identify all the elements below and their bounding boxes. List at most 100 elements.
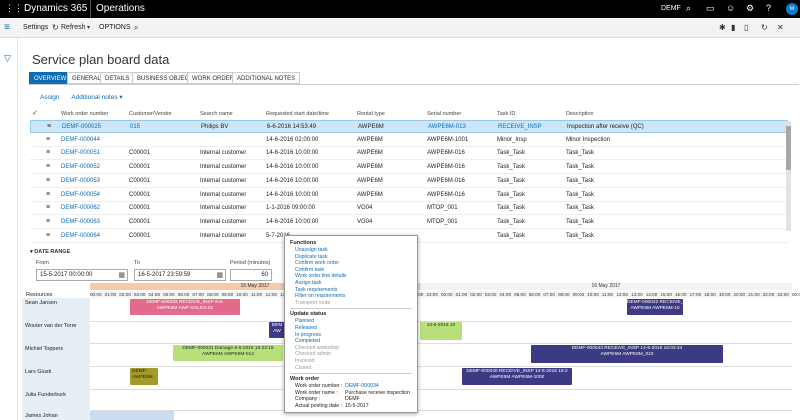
column-header[interactable]: Customer/Vendor (129, 111, 172, 117)
task-block[interactable]: DEMF-000031 Damage 8-6-2016 15:23:15 AWP… (173, 345, 283, 361)
resource-name[interactable]: James Johan (25, 413, 58, 419)
resource-name[interactable]: Sean Jansen (25, 300, 58, 306)
table-row[interactable]: ≡ DEMF-000054 C00001 Internal customer 14-6-… (30, 189, 788, 202)
status-menu-item[interactable]: Planned (295, 318, 315, 325)
column-header[interactable]: Serial number (427, 111, 462, 117)
additional-notes-button[interactable]: Additional notes (71, 94, 118, 101)
close-icon[interactable]: ✕ (777, 23, 784, 32)
row-menu-icon[interactable]: ≡ (46, 217, 51, 225)
help-icon[interactable]: ? (766, 3, 772, 13)
tab-details[interactable]: DETAILS (100, 72, 135, 84)
resource-name[interactable]: Wouter van der Torre (25, 323, 77, 329)
grid-scrollbar[interactable] (786, 121, 791, 231)
row-menu-icon[interactable]: ≡ (46, 190, 51, 198)
status-menu-item[interactable]: Released (295, 324, 317, 331)
calendar-icon[interactable]: ▦ (216, 272, 223, 279)
task-block[interactable]: DEM AW (269, 322, 285, 338)
company-picker[interactable]: DEMF (661, 5, 681, 12)
function-menu-item[interactable]: Assign task (295, 279, 322, 286)
chevron-down-icon[interactable]: ▾ (87, 25, 91, 31)
tab-additional-notes[interactable]: ADDITIONAL NOTES (232, 72, 301, 84)
table-row[interactable]: ≡ DEMF-000051 C00001 Internal customer 14-6-… (30, 147, 788, 161)
table-row[interactable]: ≡ DEMF-000063 C00001 Internal customer 14-6-… (30, 216, 788, 229)
task-block[interactable]: DEMF-000042 RECEIVE_ AWPE6M AWPE6M-10 (627, 299, 683, 315)
resource-name[interactable]: Michiel Toppers (25, 346, 64, 352)
date-range-heading[interactable]: ▾ DATE RANGE (30, 249, 71, 255)
smiley-icon[interactable]: ☺ (726, 3, 736, 13)
task-block[interactable]: DEMF-000033 RECEIVE_INSP 6-6- AWPE6M AWP… (130, 299, 240, 315)
row-menu-icon[interactable]: ≡ (46, 231, 51, 239)
to-date-input[interactable]: 16-5-2017 23:59:59 ▦ (134, 269, 226, 281)
brand-title[interactable]: Dynamics 365 (24, 3, 88, 14)
tab-work-order[interactable]: WORK ORDER (187, 72, 239, 84)
work-order-number-cell[interactable]: DEMF-000064 (61, 232, 101, 239)
work-order-number-cell[interactable]: DEMF-000063 (61, 218, 101, 225)
attachment-icon[interactable]: ▯ (744, 23, 749, 32)
row-menu-icon[interactable]: ≡ (46, 204, 51, 212)
work-order-number-cell[interactable]: DEMF-000025 (62, 124, 102, 130)
search-icon[interactable]: ⌕ (686, 3, 692, 13)
avatar[interactable]: M (786, 3, 798, 15)
table-row[interactable]: ≡ DEMF-000044 14-6-2016 02:00:00 AWPE6M AWPE… (30, 134, 788, 147)
task-block[interactable]: DEMF-000043 RECEIVE_INSP 14-6-2016 16:03… (531, 345, 723, 363)
reload-icon[interactable]: ↻ (761, 23, 768, 32)
task-block[interactable]: DEMF- AWPE6M (130, 368, 158, 385)
navigation-menu-icon[interactable]: ≡ (4, 22, 10, 33)
row-menu-icon[interactable]: ≡ (47, 123, 52, 130)
app-launcher-icon[interactable]: ⋮⋮ (5, 3, 23, 13)
tab-business-object[interactable]: BUSINESS OBJECT (132, 72, 198, 84)
table-row[interactable]: ≡ DEMF-000053 C00001 Internal customer 14-6-… (30, 175, 788, 188)
from-date-input[interactable]: 15-5-2017 00:00:00 ▦ (36, 269, 128, 281)
settings-button[interactable]: Settings (23, 24, 49, 31)
function-menu-item[interactable]: Confirm work order (295, 260, 340, 267)
function-menu-item[interactable]: Unassign task (295, 247, 328, 253)
table-row[interactable]: ≡ DEMF-000025 015 Philips BV 6-6-2016 14:53:… (30, 120, 788, 133)
table-row[interactable]: ≡ DEMF-000062 C00001 Internal customer 1-1-2… (30, 202, 788, 216)
column-header[interactable]: Description (566, 111, 594, 117)
status-menu-item[interactable]: In progress (295, 331, 321, 338)
calendar-icon[interactable]: ▦ (118, 272, 125, 279)
period-input[interactable]: 60 (230, 269, 272, 281)
table-row[interactable]: ≡ DEMF-000052 C00001 Internal customer 14-6-… (30, 161, 788, 175)
column-header[interactable]: Work order number (61, 111, 109, 117)
work-order-number-cell[interactable]: DEMF-000051 (61, 150, 101, 157)
work-order-number-cell[interactable]: DEMF-000044 (61, 136, 101, 143)
chevron-down-icon[interactable]: ▾ (119, 94, 123, 101)
function-menu-item[interactable]: Task requirements (295, 286, 338, 293)
module-title[interactable]: Operations (96, 3, 145, 14)
row-menu-icon[interactable]: ≡ (46, 163, 51, 171)
row-menu-icon[interactable]: ≡ (46, 135, 51, 143)
function-menu-item[interactable]: Work order line details (295, 273, 347, 280)
work-order-number-cell[interactable]: DEMF-000054 (61, 191, 101, 198)
field-value[interactable]: DEMF-000034 (345, 383, 379, 390)
work-order-number-cell[interactable]: DEMF-000052 (61, 164, 101, 171)
work-order-number-cell[interactable]: DEMF-000062 (61, 205, 101, 212)
task-block[interactable]: DEMF-000040 RECEIVE_INSP 14-6-2016 16:2 … (462, 368, 572, 385)
function-menu-item[interactable]: Duplicate task (295, 253, 328, 260)
puzzle-icon[interactable]: ✱ (719, 23, 726, 32)
column-header[interactable]: Requested start date/time (266, 111, 329, 117)
office-icon[interactable]: ▮ (731, 23, 736, 32)
task-block[interactable] (90, 411, 174, 420)
tab-overview[interactable]: OVERVIEW (29, 72, 72, 84)
work-order-number-cell[interactable]: DEMF-000053 (61, 177, 101, 184)
refresh-icon[interactable]: ↻ (52, 23, 59, 32)
search-icon[interactable]: ⌕ (134, 23, 139, 32)
function-menu-item[interactable]: Confirm task (295, 266, 325, 273)
row-menu-icon[interactable]: ≡ (46, 176, 51, 184)
resource-name[interactable]: Julia Funderburk (25, 392, 66, 398)
resource-name[interactable]: Lars Giusti (25, 369, 52, 375)
options-button[interactable]: OPTIONS (99, 24, 131, 31)
column-header[interactable]: Task ID (497, 111, 516, 117)
filter-icon[interactable]: ▽ (4, 53, 11, 63)
column-header[interactable]: Search name (200, 111, 233, 117)
row-menu-icon[interactable]: ≡ (46, 149, 51, 157)
gear-icon[interactable]: ⚙ (746, 3, 755, 13)
status-menu-item[interactable]: Completed (295, 338, 321, 345)
column-header[interactable]: Rental type (357, 111, 385, 117)
select-all-checkmark-icon[interactable]: ✓ (32, 110, 38, 117)
grid-scrollbar-thumb[interactable] (786, 126, 791, 170)
function-menu-item[interactable]: Filter on requirements (295, 293, 346, 300)
refresh-button[interactable]: Refresh (61, 24, 86, 31)
task-block[interactable]: 14-6-2016 10 (420, 322, 462, 340)
